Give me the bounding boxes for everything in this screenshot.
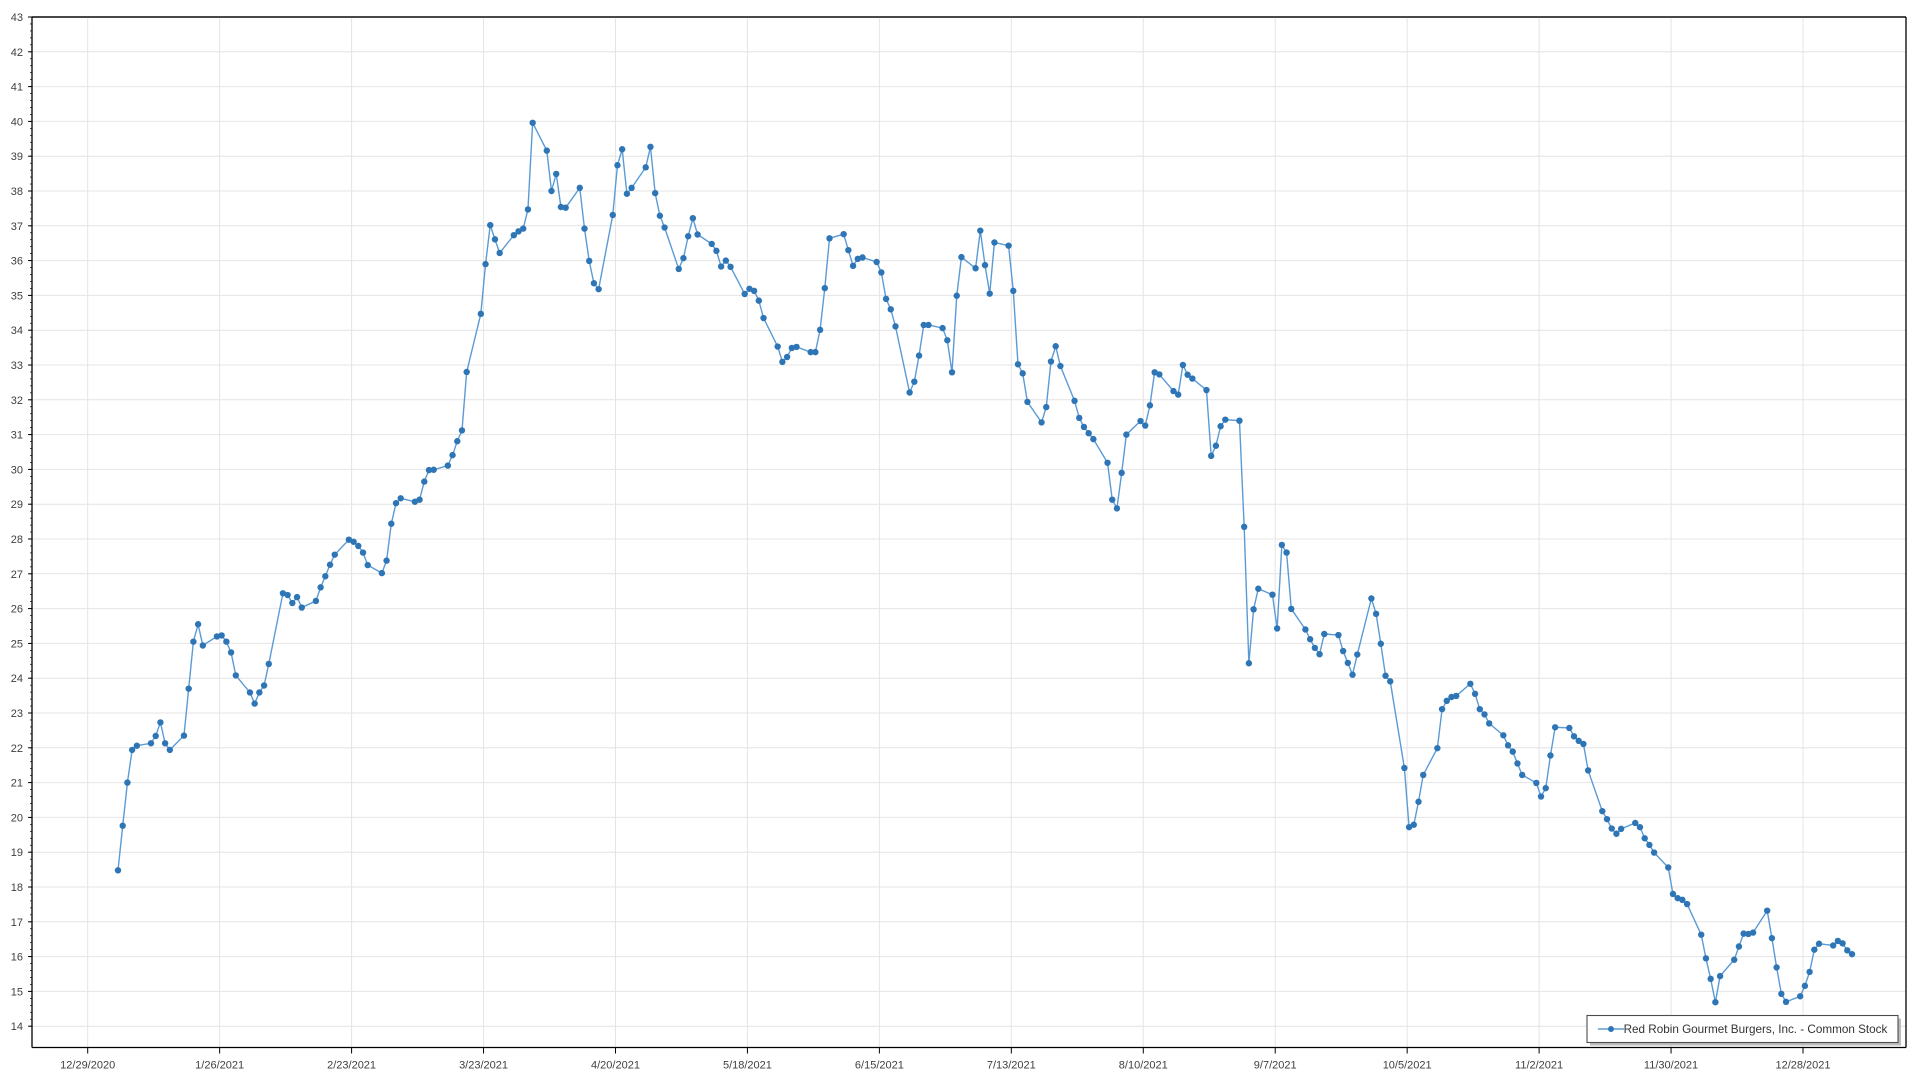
svg-text:34: 34 [11, 325, 23, 337]
svg-text:Red Robin Gourmet Burgers, Inc: Red Robin Gourmet Burgers, Inc. - Common… [1624, 1023, 1888, 1036]
svg-text:21: 21 [11, 778, 23, 790]
svg-text:14: 14 [11, 1021, 23, 1033]
svg-text:12/28/2021: 12/28/2021 [1775, 1060, 1830, 1072]
svg-text:22: 22 [11, 743, 23, 755]
svg-text:7/13/2021: 7/13/2021 [987, 1060, 1036, 1072]
svg-text:39: 39 [11, 151, 23, 163]
svg-text:8/10/2021: 8/10/2021 [1119, 1060, 1168, 1072]
svg-text:27: 27 [11, 569, 23, 581]
svg-text:3/23/2021: 3/23/2021 [459, 1060, 508, 1072]
svg-text:10/5/2021: 10/5/2021 [1383, 1060, 1432, 1072]
svg-text:33: 33 [11, 360, 23, 372]
svg-text:5/18/2021: 5/18/2021 [723, 1060, 772, 1072]
svg-text:30: 30 [11, 464, 23, 476]
svg-text:25: 25 [11, 638, 23, 650]
svg-text:15: 15 [11, 986, 23, 998]
svg-text:37: 37 [11, 221, 23, 233]
svg-text:29: 29 [11, 499, 23, 511]
svg-text:6/15/2021: 6/15/2021 [855, 1060, 904, 1072]
svg-text:38: 38 [11, 186, 23, 198]
svg-text:9/7/2021: 9/7/2021 [1254, 1060, 1297, 1072]
svg-text:35: 35 [11, 290, 23, 302]
svg-text:11/2/2021: 11/2/2021 [1515, 1060, 1563, 1072]
svg-text:12/29/2020: 12/29/2020 [60, 1060, 115, 1072]
svg-text:16: 16 [11, 952, 23, 964]
svg-text:11/30/2021: 11/30/2021 [1644, 1060, 1698, 1072]
svg-text:4/20/2021: 4/20/2021 [591, 1060, 640, 1072]
svg-text:23: 23 [11, 708, 23, 720]
svg-text:19: 19 [11, 847, 23, 859]
svg-text:18: 18 [11, 882, 23, 894]
svg-text:2/23/2021: 2/23/2021 [327, 1060, 376, 1072]
svg-text:40: 40 [11, 116, 23, 128]
svg-text:17: 17 [11, 917, 23, 929]
svg-text:41: 41 [11, 82, 23, 94]
svg-text:26: 26 [11, 604, 23, 616]
svg-text:42: 42 [11, 47, 23, 59]
svg-text:43: 43 [11, 12, 23, 24]
svg-text:20: 20 [11, 812, 23, 824]
svg-text:36: 36 [11, 256, 23, 268]
svg-text:32: 32 [11, 395, 23, 407]
svg-text:1/26/2021: 1/26/2021 [195, 1060, 244, 1072]
svg-text:24: 24 [11, 673, 23, 685]
svg-text:28: 28 [11, 534, 23, 546]
svg-text:31: 31 [11, 430, 23, 442]
